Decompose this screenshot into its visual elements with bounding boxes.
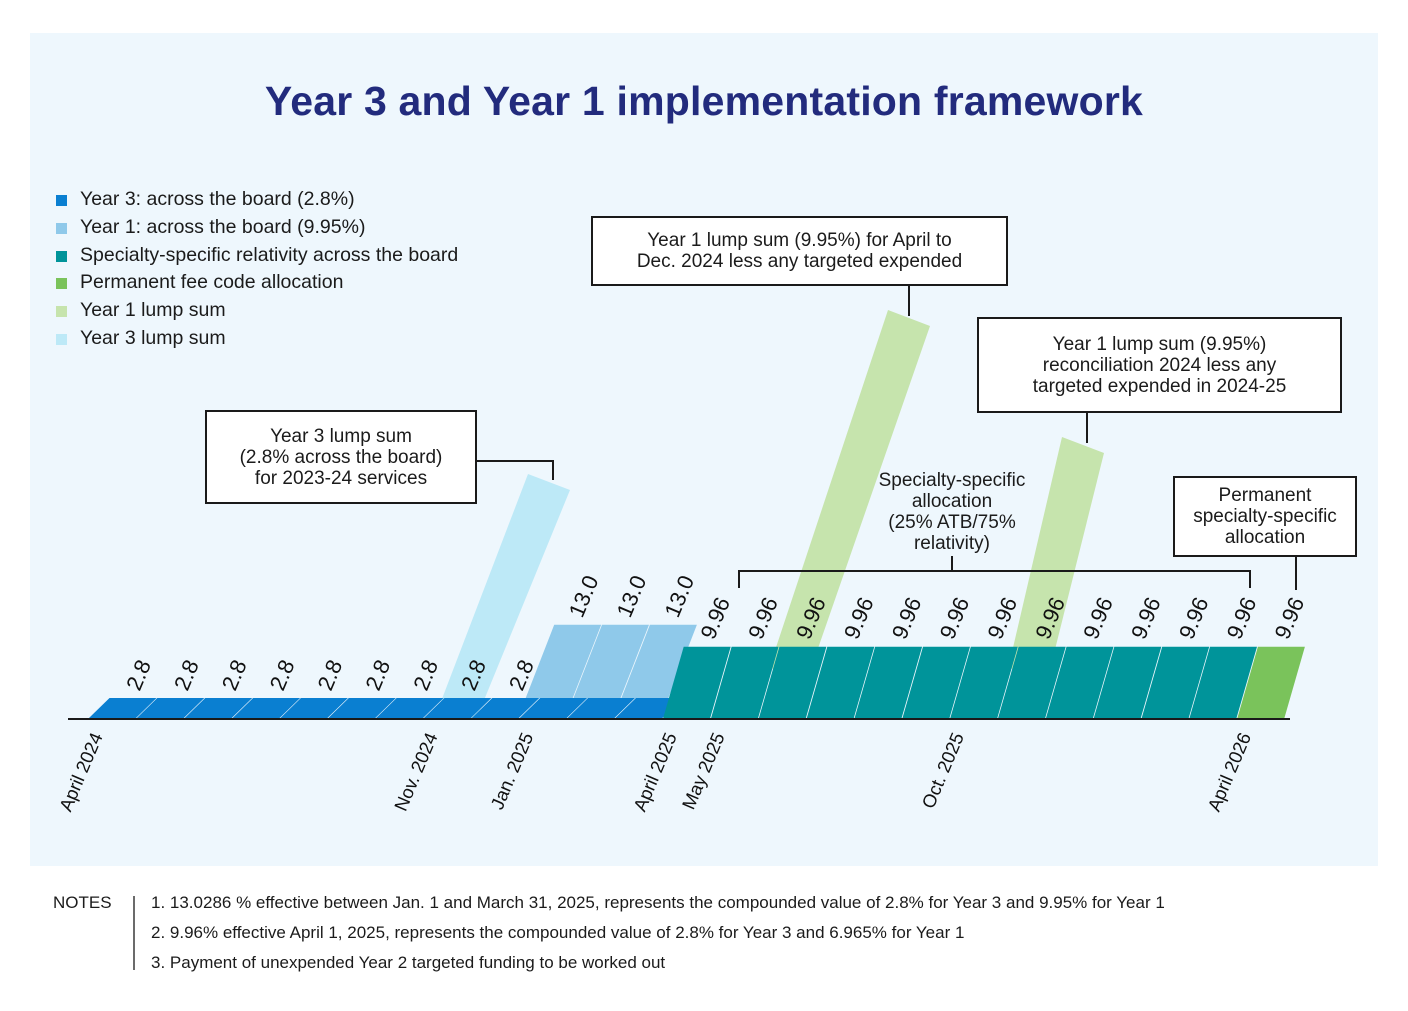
- note-item: 1. 13.0286 % effective between Jan. 1 an…: [151, 893, 1165, 912]
- bar-year3_atb: [376, 698, 444, 718]
- legend-swatch: [56, 195, 67, 206]
- bar-value-label: 9.96: [1174, 594, 1214, 643]
- note-item: 3. Payment of unexpended Year 2 targeted…: [151, 953, 666, 972]
- bar-specialty_relativity: [663, 646, 731, 718]
- callout-year1-reconciliation: Year 1 lump sum (9.95%) reconciliation 2…: [977, 317, 1342, 413]
- bar-specialty_relativity: [1093, 646, 1162, 718]
- bar-year3_plus_year1_atb: [519, 698, 588, 718]
- bar-value-label: 13.0: [612, 572, 652, 621]
- bar-value-label: 9.96: [743, 594, 783, 643]
- bar-year1-atb-segment: [621, 624, 697, 698]
- bar-value-label: 13.0: [659, 572, 699, 621]
- specialty-allocation-bracket: [738, 570, 1251, 588]
- callout-year1-lump-april: Year 1 lump sum (9.95%) for April to Dec…: [591, 216, 1008, 286]
- specialty-allocation-label: Specialty-specific allocation (25% ATB/7…: [878, 470, 1026, 554]
- bar-year3_atb: [328, 698, 396, 718]
- legend-swatch: [56, 222, 67, 234]
- bar-specialty_relativity: [758, 646, 827, 718]
- bar-value-label: 9.96: [1269, 594, 1309, 643]
- bar-specialty_relativity: [1141, 646, 1210, 718]
- year3-lump-leader: [476, 460, 554, 480]
- bar-specialty_relativity: [806, 646, 875, 718]
- bar-year3_atb: [423, 698, 492, 718]
- bar-permanent_fee_code: [1237, 646, 1305, 718]
- bar-year1-atb-segment: [525, 624, 602, 698]
- bar-value-label: 9.96: [695, 594, 735, 643]
- bar-specialty_relativity: [1046, 646, 1114, 718]
- bar-value-label: 9.96: [887, 594, 927, 643]
- year1_lump-band: [1008, 437, 1104, 669]
- x-axis-label: April 2025: [629, 729, 681, 814]
- x-axis-label: April 2026: [1203, 729, 1255, 814]
- bar-value-label: 13.0: [564, 572, 604, 621]
- bar-specialty_relativity: [998, 646, 1066, 718]
- bar-value-label: 2.8: [312, 656, 347, 694]
- bar-year1-atb-segment: [573, 624, 649, 698]
- bar-year3_atb: [184, 698, 253, 718]
- bar-year3_atb: [280, 698, 348, 718]
- x-axis-label: April 2024: [55, 729, 107, 814]
- chart-title: Year 3 and Year 1 implementation framewo…: [264, 78, 1144, 124]
- bar-year3_atb: [232, 698, 301, 718]
- year3_lump-band: [433, 474, 570, 720]
- bar-value-label: 2.8: [265, 656, 300, 694]
- bar-specialty_relativity: [854, 646, 923, 718]
- callout-year3-lump-sum: Year 3 lump sum (2.8% across the board) …: [205, 410, 477, 504]
- bar-year3_atb: [471, 698, 540, 718]
- x-axis-label: Jan. 2025: [486, 729, 537, 812]
- bar-value-label: 9.96: [1078, 594, 1118, 643]
- year1_lump-band: [768, 310, 930, 669]
- x-axis-label: Nov. 2024: [390, 729, 442, 814]
- legend-swatch: [56, 250, 67, 262]
- x-axis-label: Oct. 2025: [917, 729, 968, 811]
- bar-value-label: 2.8: [408, 656, 443, 694]
- bar-value-label: 2.8: [121, 656, 156, 694]
- bar-value-label: 9.96: [935, 594, 975, 643]
- bar-specialty_relativity: [950, 646, 1018, 718]
- notes-heading: NOTES: [53, 893, 112, 912]
- bar-specialty_relativity: [711, 646, 779, 718]
- bar-year3_atb: [136, 698, 205, 718]
- bar-value-label: 9.96: [839, 594, 879, 643]
- notes-list: 1. 13.0286 % effective between Jan. 1 an…: [151, 893, 1165, 983]
- x-axis-label: May 2025: [678, 729, 729, 812]
- bar-value-label: 2.8: [169, 656, 204, 694]
- bar-value-label: 9.96: [1126, 594, 1166, 643]
- notes-divider: [133, 896, 135, 970]
- bar-specialty_relativity: [902, 646, 970, 718]
- bar-specialty_relativity: [1189, 646, 1257, 718]
- bar-year3_atb: [89, 698, 157, 718]
- legend-swatch: [56, 278, 67, 290]
- bar-value-label: 2.8: [217, 656, 252, 694]
- bar-value-label: 2.8: [360, 656, 395, 694]
- legend-swatch: [56, 333, 67, 345]
- legend-swatch: [56, 306, 67, 318]
- note-item: 2. 9.96% effective April 1, 2025, repres…: [151, 923, 965, 942]
- callout-permanent-allocation: Permanent specialty-specific allocation: [1173, 476, 1357, 557]
- bar-year3_plus_year1_atb: [567, 698, 635, 718]
- bar-value-label: 9.96: [1222, 594, 1262, 643]
